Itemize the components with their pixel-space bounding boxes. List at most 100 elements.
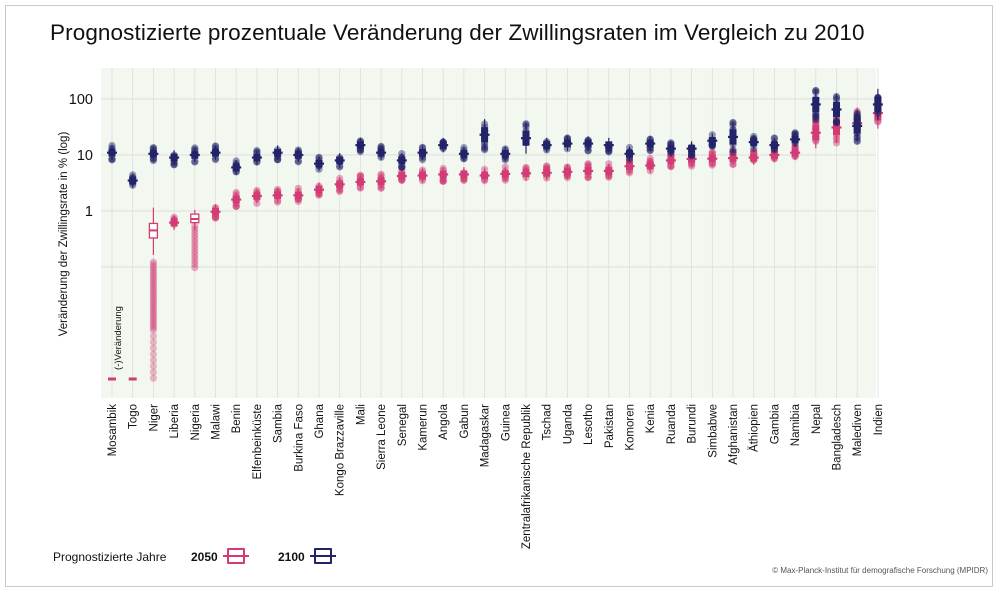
box-2050-2-outlier	[149, 273, 157, 281]
legend-swatch-2050	[223, 548, 249, 564]
box-2050-10	[314, 182, 324, 199]
box-2050-2-outlier	[149, 260, 157, 268]
x-tick-label: Simbabwe	[707, 404, 719, 458]
x-tick-label: Bangladesch	[832, 404, 844, 471]
box-2050-24	[603, 160, 614, 181]
x-tick-label: Burkina Faso	[293, 404, 305, 472]
x-tick-label: Afghanistan	[728, 404, 740, 465]
x-tick-label: Liberia	[169, 403, 181, 438]
box-2050-2-outlier	[149, 267, 157, 275]
box-2050-2-outlier	[149, 293, 157, 301]
box-2100-13	[376, 142, 387, 162]
box-2100-33	[790, 129, 801, 147]
box-2050-2-outlier	[149, 306, 157, 314]
box-2050-4-outlier	[191, 238, 199, 246]
box-2050-12	[355, 171, 366, 192]
x-tick-label: Burundi	[687, 404, 699, 444]
box-2100-25	[624, 143, 635, 164]
box-2100-34	[810, 86, 821, 124]
y-tick-label: 1	[85, 204, 93, 220]
box-2050-28	[686, 151, 697, 170]
box-2050-4-outlier	[191, 228, 199, 236]
box-2050-5	[210, 203, 221, 222]
box-2050-2-outlier	[149, 315, 157, 323]
box-2100-8	[272, 145, 283, 164]
x-tick-label: Komoren	[625, 404, 637, 451]
box-2050-21	[541, 162, 552, 182]
box-2050-4-outlier	[191, 260, 199, 268]
x-tick-label: Niger	[148, 404, 160, 432]
negative-change-label: (-)Veränderung	[113, 306, 124, 370]
box-2050-2-outlier	[149, 368, 157, 376]
x-tick-label: Malediven	[852, 404, 864, 456]
x-tick-label: Indien	[873, 404, 885, 435]
legend-swatch-2100	[310, 548, 336, 564]
box-2050-2-outlier	[149, 271, 157, 279]
box-2100-23	[583, 136, 594, 155]
x-tick-label: Gambia	[769, 403, 781, 444]
box-2100-37	[872, 88, 883, 121]
box-2050-4	[190, 209, 200, 272]
box-2100-21	[541, 137, 552, 154]
credit-text: © Max-Planck-Institut für demografische …	[772, 566, 988, 575]
box-2100-30	[728, 118, 738, 156]
box-2100-11	[334, 153, 345, 171]
box-2050-20	[521, 163, 531, 182]
box-2050-2-outlier	[149, 350, 157, 358]
box-2050-6	[231, 188, 242, 211]
box-2050-2-outlier	[149, 295, 157, 303]
x-tick-label: Mosambik	[107, 404, 119, 457]
box-2100-36	[852, 109, 863, 146]
box-2050-4-outlier	[191, 257, 199, 265]
box-2100-29	[707, 131, 718, 150]
box-2050-4-outlier	[191, 251, 199, 259]
y-tick-label: 100	[69, 92, 93, 108]
box-2050-2-outlier	[149, 374, 157, 382]
box-2050-2-outlier	[149, 278, 157, 286]
box-2100-18	[479, 119, 490, 154]
x-tick-label: Ruanda	[666, 403, 678, 444]
box-2050-16	[438, 164, 449, 186]
box-2050-2-outlier	[149, 289, 157, 297]
box-2050-9	[293, 184, 304, 206]
box-2050-26	[645, 154, 656, 175]
box-2100-0	[107, 141, 117, 164]
x-tick-label: Ghana	[314, 403, 326, 438]
x-tick-label: Senegal	[397, 404, 409, 446]
x-tick-label: Kenia	[645, 403, 657, 433]
box-2050-14	[396, 167, 407, 184]
box-2050-29	[707, 148, 718, 169]
box-2100-20	[521, 120, 531, 154]
box-2050-2-outlier	[149, 276, 157, 284]
box-2050-2	[148, 207, 159, 382]
box-2100-2	[148, 144, 159, 165]
x-tick-label: Kamerun	[418, 404, 430, 451]
box-2100-32	[769, 134, 780, 154]
box-2050-2-outlier	[149, 304, 157, 312]
box-2050-2-outlier	[149, 291, 157, 299]
box-2100-10	[314, 153, 324, 173]
box-2050-4-outlier	[191, 235, 199, 243]
x-axis-labels: Mosambik Togo Niger Liberia Nigeria Malawi Ben…	[107, 403, 885, 549]
box-2100-3	[169, 150, 180, 169]
box-2050-2-outlier	[149, 287, 157, 295]
box-2100-12	[355, 137, 366, 156]
box-2100-27	[665, 139, 676, 157]
box-2050-2-outlier	[149, 320, 157, 328]
legend-label-2100: 2100	[278, 550, 305, 564]
box-2050-13	[376, 170, 387, 192]
box-2050-2-outlier	[149, 258, 157, 266]
box-2050-2-outlier	[149, 284, 157, 292]
box-2050-2-outlier	[149, 332, 157, 340]
x-tick-label: Gabun	[459, 404, 471, 439]
box-2050-2-outlier	[149, 311, 157, 319]
x-tick-label: Madagaskar	[480, 404, 492, 467]
x-tick-label: Guinea	[500, 403, 512, 441]
box-2100-16	[438, 137, 449, 153]
box-2050-2-outlier	[149, 338, 157, 346]
box-2050-19	[500, 163, 511, 184]
box-2050-7	[251, 186, 262, 207]
x-tick-label: Nigeria	[190, 403, 202, 440]
box-2050-2-outlier	[149, 282, 157, 290]
